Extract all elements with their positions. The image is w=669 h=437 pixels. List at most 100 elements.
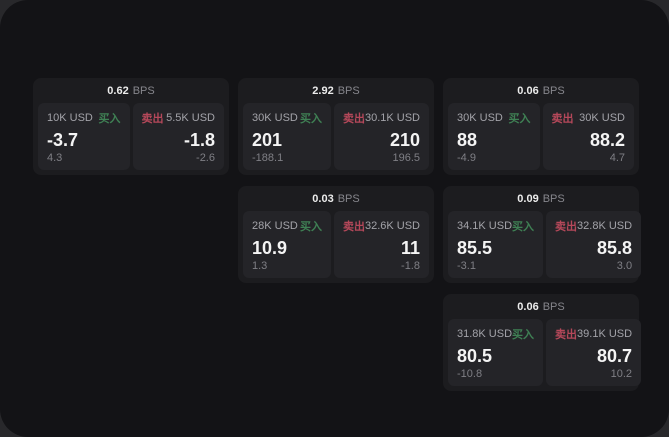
buy-notional: 30K USD bbox=[457, 112, 503, 124]
bps-value: 0.06 bbox=[517, 300, 539, 313]
sell-price: 85.8 bbox=[597, 237, 633, 258]
sell-panel[interactable]: 卖出 39.1K USD 80.7 10.2 bbox=[546, 319, 642, 386]
buy-panel-header: 31.8K USD 买入 bbox=[457, 326, 534, 342]
buy-change: -3.1 bbox=[457, 260, 476, 272]
buy-tag: 买入 bbox=[98, 113, 121, 125]
sell-notional: 32.6K USD bbox=[364, 220, 420, 232]
sell-price: 210 bbox=[389, 129, 420, 150]
sell-tag: 卖出 bbox=[555, 329, 578, 341]
card-body: 30K USD 买入 88 -4.9 卖出 30K USD 88.2 4.7 bbox=[448, 103, 634, 170]
sell-panel-header: 卖出 30.1K USD bbox=[343, 110, 420, 126]
buy-price: 10.9 bbox=[252, 237, 288, 258]
bps-value: 0.09 bbox=[517, 192, 539, 205]
buy-panel[interactable]: 10K USD 买入 -3.7 4.3 bbox=[38, 103, 130, 170]
buy-panel-header: 10K USD 买入 bbox=[47, 110, 121, 126]
buy-panel-header: 34.1K USD 买入 bbox=[457, 218, 534, 234]
bps-label: BPS bbox=[542, 84, 565, 97]
card-body: 31.8K USD 买入 80.5 -10.8 卖出 39.1K USD 80.… bbox=[448, 319, 642, 386]
bps-label: BPS bbox=[132, 84, 155, 97]
sell-notional: 39.1K USD bbox=[577, 328, 633, 340]
sell-change: -2.6 bbox=[196, 152, 215, 164]
buy-change: 1.3 bbox=[252, 260, 268, 272]
sell-notional: 30K USD bbox=[579, 112, 625, 124]
buy-panel-header: 30K USD 买入 bbox=[252, 110, 322, 126]
sell-panel-header: 卖出 32.8K USD bbox=[555, 218, 632, 234]
buy-tag: 买入 bbox=[512, 329, 535, 341]
sell-price: 11 bbox=[400, 237, 420, 258]
buy-tag: 买入 bbox=[299, 113, 322, 125]
buy-panel[interactable]: 34.1K USD 买入 85.5 -3.1 bbox=[448, 211, 544, 278]
card-header: 0.06 BPS bbox=[448, 78, 634, 103]
quote-card: 0.06 BPS 31.8K USD 买入 80.5 -10.8 卖出 39.1… bbox=[443, 294, 642, 391]
sell-price: 80.7 bbox=[597, 345, 633, 366]
sell-tag: 卖出 bbox=[342, 221, 365, 233]
buy-notional: 34.1K USD bbox=[457, 220, 513, 232]
sell-panel[interactable]: 卖出 30.1K USD 210 196.5 bbox=[333, 103, 429, 170]
bps-label: BPS bbox=[542, 192, 565, 205]
quote-card: 0.09 BPS 34.1K USD 买入 85.5 -3.1 卖出 32.8K… bbox=[443, 186, 642, 283]
buy-price: 85.5 bbox=[457, 237, 493, 258]
buy-price: 201 bbox=[252, 129, 283, 150]
buy-notional: 10K USD bbox=[47, 112, 93, 124]
buy-panel-header: 28K USD 买入 bbox=[252, 218, 322, 234]
bps-value: 2.92 bbox=[312, 84, 334, 97]
sell-change: 3.0 bbox=[616, 260, 633, 272]
buy-tag: 买入 bbox=[512, 221, 535, 233]
sell-tag: 卖出 bbox=[551, 113, 574, 125]
sell-change: 10.2 bbox=[610, 368, 633, 380]
buy-panel-header: 30K USD 买入 bbox=[457, 110, 531, 126]
sell-panel[interactable]: 卖出 30K USD 88.2 4.7 bbox=[542, 103, 634, 170]
quote-card: 0.03 BPS 28K USD 买入 10.9 1.3 卖出 32.6K US… bbox=[238, 186, 434, 283]
sell-tag: 卖出 bbox=[555, 221, 578, 233]
buy-panel[interactable]: 30K USD 买入 201 -188.1 bbox=[243, 103, 331, 170]
quote-card: 0.06 BPS 30K USD 买入 88 -4.9 卖出 30K USD 8… bbox=[443, 78, 639, 175]
buy-price: 88 bbox=[457, 129, 478, 150]
card-body: 34.1K USD 买入 85.5 -3.1 卖出 32.8K USD 85.8… bbox=[448, 211, 642, 278]
buy-notional: 28K USD bbox=[252, 220, 298, 232]
sell-change: 4.7 bbox=[609, 152, 625, 164]
sell-panel-header: 卖出 39.1K USD bbox=[555, 326, 632, 342]
sell-panel-header: 卖出 32.6K USD bbox=[343, 218, 420, 234]
buy-tag: 买入 bbox=[508, 113, 531, 125]
buy-change: -188.1 bbox=[252, 152, 284, 164]
buy-change: -10.8 bbox=[457, 368, 483, 380]
buy-price: 80.5 bbox=[457, 345, 493, 366]
sell-panel[interactable]: 卖出 32.6K USD 11 -1.8 bbox=[333, 211, 429, 278]
sell-tag: 卖出 bbox=[342, 113, 365, 125]
buy-change: -4.9 bbox=[457, 152, 476, 164]
sell-change: 196.5 bbox=[392, 152, 420, 164]
bps-label: BPS bbox=[337, 192, 360, 205]
quote-card: 0.62 BPS 10K USD 买入 -3.7 4.3 卖出 5.5K USD… bbox=[33, 78, 229, 175]
buy-panel[interactable]: 28K USD 买入 10.9 1.3 bbox=[243, 211, 331, 278]
sell-price: -1.8 bbox=[183, 129, 215, 150]
sell-tag: 卖出 bbox=[141, 113, 164, 125]
buy-tag: 买入 bbox=[299, 221, 322, 233]
buy-change: 4.3 bbox=[47, 152, 63, 164]
card-body: 28K USD 买入 10.9 1.3 卖出 32.6K USD 11 -1.8 bbox=[243, 211, 429, 278]
sell-panel[interactable]: 卖出 5.5K USD -1.8 -2.6 bbox=[132, 103, 224, 170]
buy-price: -3.7 bbox=[47, 129, 79, 150]
bps-value: 0.62 bbox=[107, 84, 129, 97]
sell-notional: 5.5K USD bbox=[166, 112, 215, 124]
card-body: 10K USD 买入 -3.7 4.3 卖出 5.5K USD -1.8 -2.… bbox=[38, 103, 224, 170]
card-header: 0.06 BPS bbox=[448, 294, 634, 319]
buy-panel[interactable]: 30K USD 买入 88 -4.9 bbox=[448, 103, 540, 170]
sell-panel-header: 卖出 30K USD bbox=[552, 110, 626, 126]
sell-notional: 32.8K USD bbox=[577, 220, 633, 232]
bps-label: BPS bbox=[337, 84, 360, 97]
sell-panel[interactable]: 卖出 32.8K USD 85.8 3.0 bbox=[546, 211, 642, 278]
sell-panel-header: 卖出 5.5K USD bbox=[142, 110, 216, 126]
buy-notional: 31.8K USD bbox=[457, 328, 513, 340]
card-header: 0.09 BPS bbox=[448, 186, 634, 211]
card-header: 2.92 BPS bbox=[243, 78, 429, 103]
sell-notional: 30.1K USD bbox=[364, 112, 420, 124]
sell-price: 88.2 bbox=[589, 129, 625, 150]
quote-card: 2.92 BPS 30K USD 买入 201 -188.1 卖出 30.1K … bbox=[238, 78, 434, 175]
buy-notional: 30K USD bbox=[252, 112, 298, 124]
buy-panel[interactable]: 31.8K USD 买入 80.5 -10.8 bbox=[448, 319, 544, 386]
card-body: 30K USD 买入 201 -188.1 卖出 30.1K USD 210 1… bbox=[243, 103, 429, 170]
card-header: 0.62 BPS bbox=[38, 78, 224, 103]
bps-value: 0.03 bbox=[312, 192, 334, 205]
bps-label: BPS bbox=[542, 300, 565, 313]
